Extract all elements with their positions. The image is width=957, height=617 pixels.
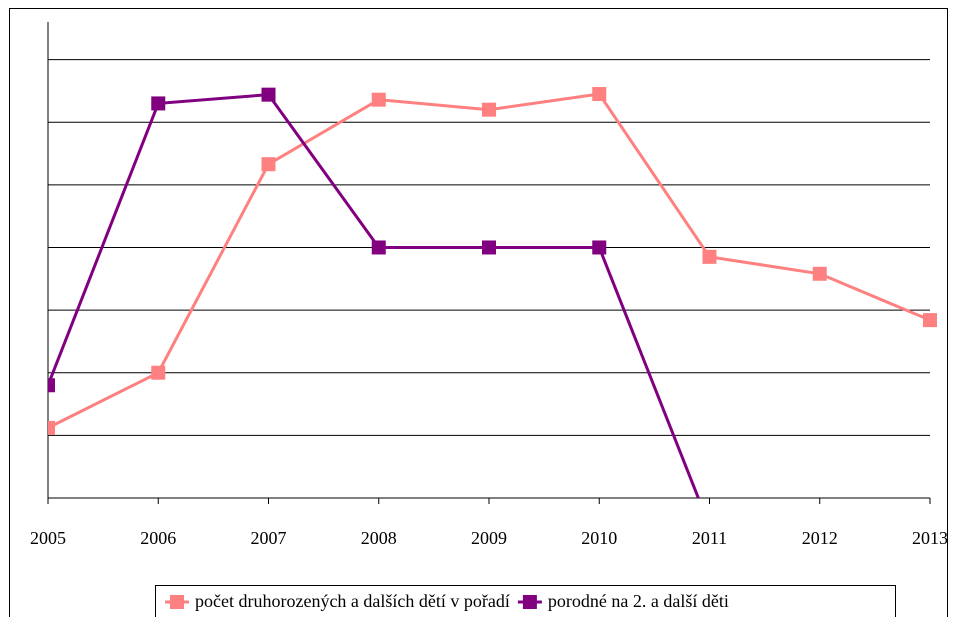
marker [812, 266, 827, 281]
legend: počet druhorozených a dalších dětí v poř… [155, 585, 896, 617]
x-tick-label: 2007 [251, 528, 287, 548]
x-tick-label: 2011 [692, 528, 727, 548]
marker [48, 420, 55, 435]
legend-marker [170, 595, 184, 609]
legend-label: počet druhorozených a dalších dětí v poř… [195, 591, 510, 611]
marker [592, 240, 607, 255]
marker [923, 313, 937, 328]
x-tick-label: 2005 [30, 528, 66, 548]
plot-area [48, 87, 937, 498]
legend-label: porodné na 2. a další děti [548, 591, 729, 611]
x-tick-label: 2012 [802, 528, 838, 548]
marker [592, 87, 607, 102]
marker [482, 102, 496, 117]
chart-border [9, 8, 948, 617]
x-tick-label: 2009 [471, 528, 507, 548]
marker [371, 240, 386, 255]
x-tick-label: 2013 [912, 528, 948, 548]
marker [702, 249, 717, 264]
marker [261, 87, 276, 102]
marker [371, 92, 386, 107]
x-tick-label: 2006 [140, 528, 176, 548]
x-tick-label: 2008 [361, 528, 397, 548]
marker [261, 157, 276, 172]
legend-marker [522, 595, 537, 609]
marker [48, 378, 55, 393]
x-tick-label: 2010 [581, 528, 617, 548]
marker [482, 240, 496, 255]
marker [151, 365, 166, 380]
marker [151, 96, 166, 111]
